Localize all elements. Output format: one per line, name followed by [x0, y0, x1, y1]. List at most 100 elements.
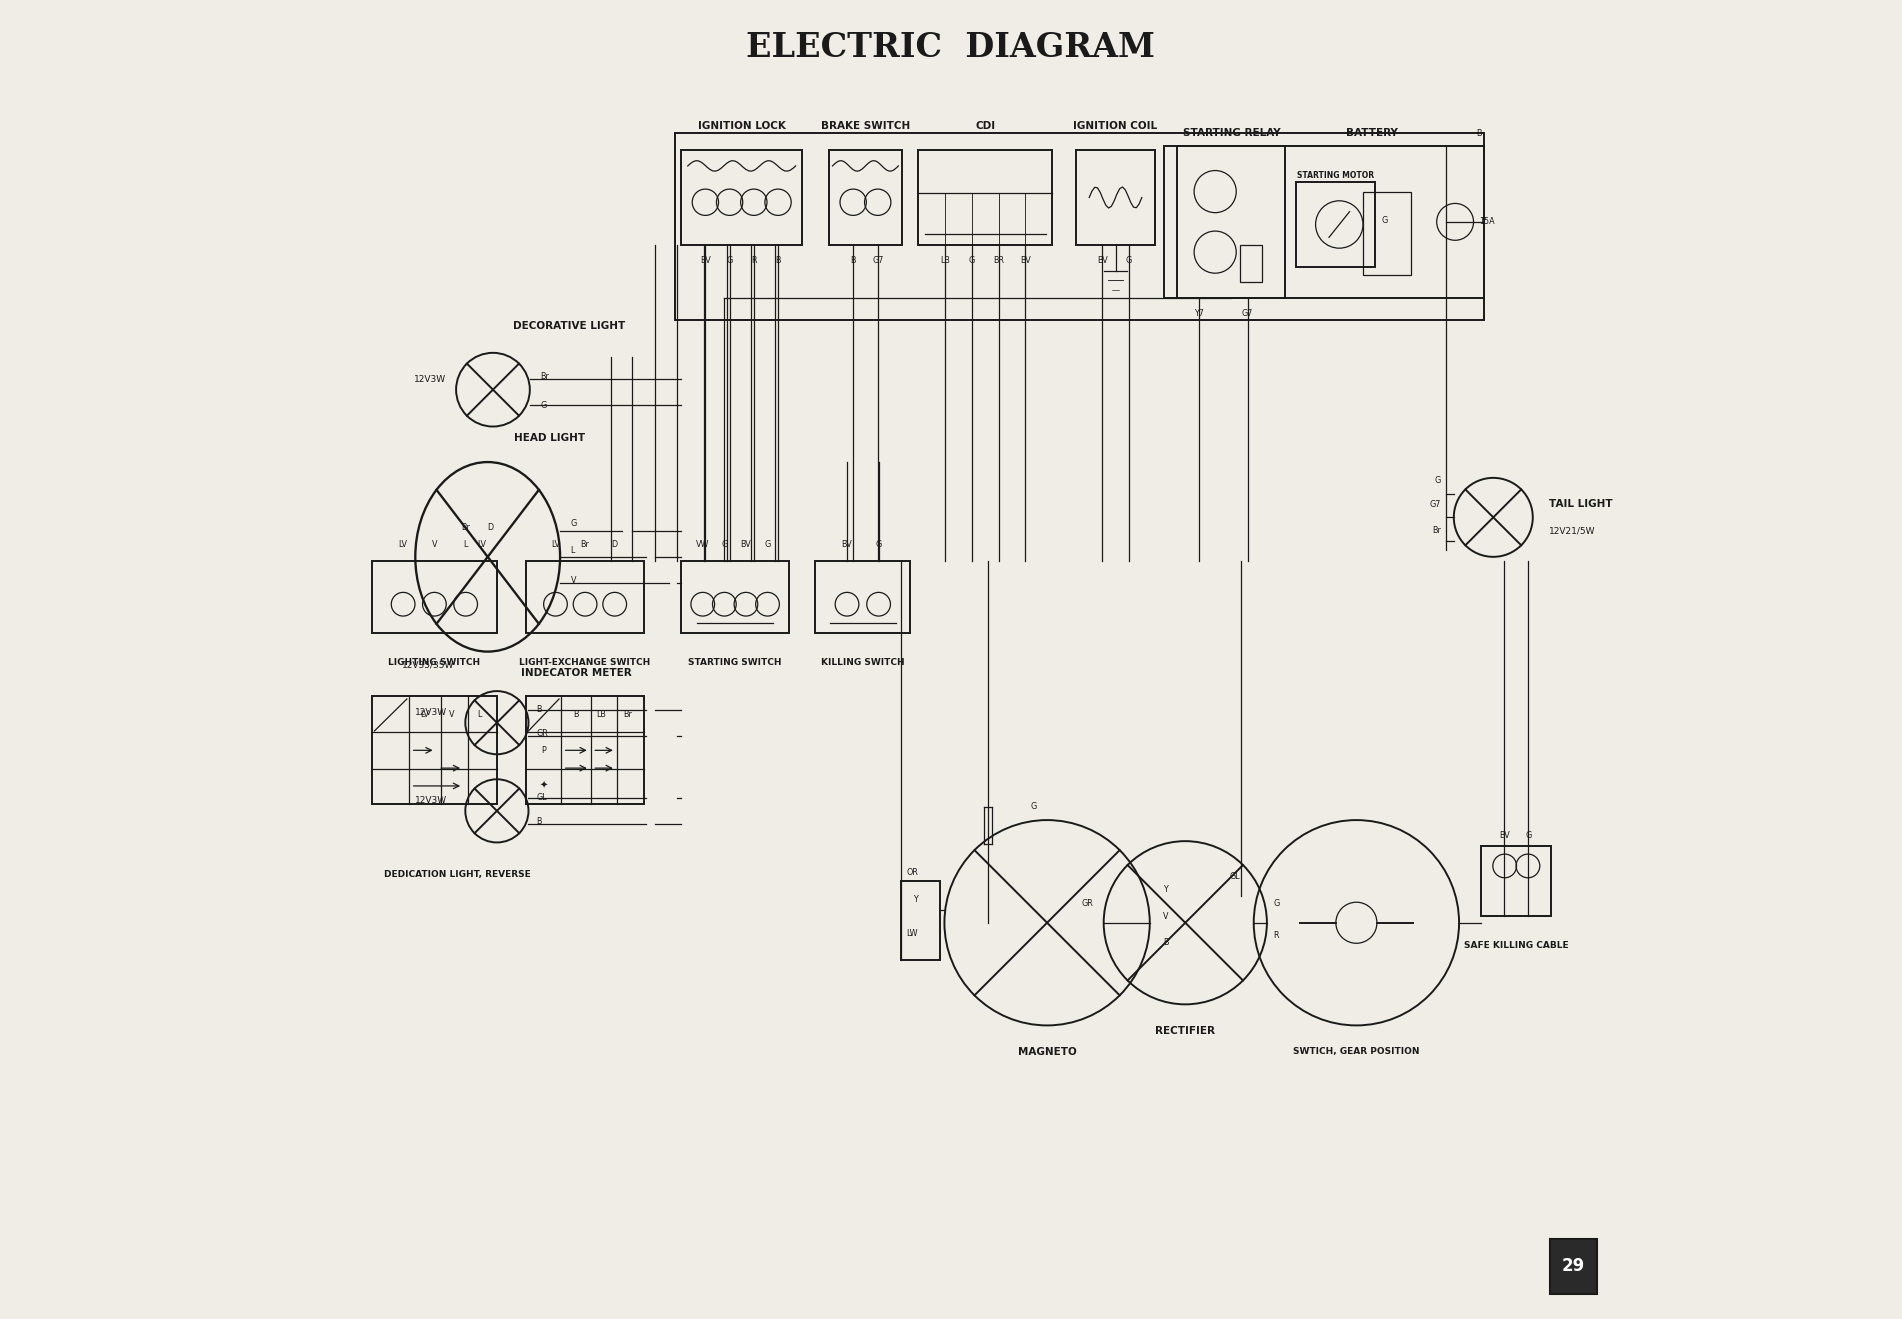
Text: SWTICH, GEAR POSITION: SWTICH, GEAR POSITION	[1293, 1047, 1419, 1057]
Text: L: L	[571, 546, 574, 555]
Bar	[675, 133, 1484, 321]
Text: 12V3W: 12V3W	[415, 708, 447, 716]
Bar	[525, 561, 645, 633]
Text: 12V3W: 12V3W	[415, 795, 447, 805]
Text: SAFE KILLING CABLE: SAFE KILLING CABLE	[1465, 940, 1569, 950]
Text: IGNITION COIL: IGNITION COIL	[1073, 121, 1158, 132]
Text: BRAKE SWITCH: BRAKE SWITCH	[822, 121, 909, 132]
Text: G7: G7	[1242, 309, 1253, 318]
Text: Br: Br	[540, 372, 550, 381]
Text: P: P	[542, 745, 546, 754]
Text: LB: LB	[940, 256, 949, 265]
Text: V: V	[449, 710, 455, 719]
Text: B: B	[1162, 938, 1168, 947]
Text: GL: GL	[536, 793, 548, 802]
Text: B: B	[776, 256, 782, 265]
Text: BV: BV	[740, 541, 751, 550]
Text: D: D	[487, 524, 495, 533]
Bar	[1164, 146, 1484, 298]
Text: ✦: ✦	[540, 781, 548, 791]
Text: G: G	[765, 541, 770, 550]
Bar	[525, 696, 645, 805]
Text: Y7: Y7	[1194, 309, 1204, 318]
Text: Br: Br	[624, 710, 631, 719]
Text: B: B	[536, 706, 542, 714]
Text: B: B	[536, 816, 542, 826]
Text: D: D	[612, 541, 618, 550]
Text: G: G	[721, 541, 727, 550]
Text: TAIL LIGHT: TAIL LIGHT	[1548, 499, 1613, 509]
Text: G: G	[540, 401, 546, 410]
Text: BV: BV	[1499, 831, 1510, 840]
Text: VW: VW	[696, 541, 709, 550]
Text: LV: LV	[399, 541, 407, 550]
Text: BV: BV	[1097, 256, 1107, 265]
Text: G: G	[1031, 802, 1037, 811]
Text: G: G	[1274, 898, 1280, 907]
Bar	[1550, 1239, 1598, 1294]
Text: B: B	[1476, 128, 1482, 137]
Text: R: R	[1274, 931, 1278, 940]
Text: G: G	[1434, 476, 1440, 485]
Text: GL: GL	[1231, 872, 1240, 881]
Bar	[681, 150, 803, 245]
Bar	[1077, 150, 1155, 245]
Text: INDECATOR METER: INDECATOR METER	[521, 667, 631, 678]
Text: STARTING MOTOR: STARTING MOTOR	[1297, 170, 1373, 179]
Text: Y: Y	[1162, 885, 1168, 894]
Text: Br: Br	[460, 524, 470, 533]
Text: V: V	[571, 576, 576, 586]
Text: 29: 29	[1562, 1257, 1584, 1275]
Text: B: B	[850, 256, 856, 265]
Text: L: L	[477, 710, 481, 719]
Text: BV: BV	[843, 541, 852, 550]
Text: LIGHT-EXCHANGE SWITCH: LIGHT-EXCHANGE SWITCH	[519, 658, 650, 666]
Text: CDI: CDI	[976, 121, 995, 132]
Text: GR: GR	[536, 728, 548, 737]
Bar	[373, 696, 496, 805]
Text: G: G	[968, 256, 976, 265]
Text: STARTING SWITCH: STARTING SWITCH	[689, 658, 782, 666]
Text: STARTING RELAY: STARTING RELAY	[1183, 128, 1280, 138]
Bar	[816, 561, 911, 633]
Text: G7: G7	[871, 256, 883, 265]
Text: R: R	[751, 256, 757, 265]
Bar	[1295, 182, 1375, 268]
Text: IGNITION LOCK: IGNITION LOCK	[698, 121, 786, 132]
Text: G: G	[1381, 216, 1388, 224]
Text: G: G	[727, 256, 732, 265]
Text: 12V3W: 12V3W	[415, 375, 447, 384]
Text: G: G	[875, 541, 883, 550]
Bar	[1240, 244, 1261, 282]
Text: Y: Y	[913, 894, 919, 904]
Bar	[919, 150, 1052, 245]
Text: 12V35/35W: 12V35/35W	[401, 661, 455, 669]
Text: HEAD LIGHT: HEAD LIGHT	[514, 434, 586, 443]
Text: KILLING SWITCH: KILLING SWITCH	[822, 658, 905, 666]
Bar	[902, 881, 940, 960]
Text: BATTERY: BATTERY	[1347, 128, 1398, 138]
Text: LV: LV	[552, 541, 559, 550]
Text: 15A: 15A	[1480, 218, 1495, 227]
Text: DEDICATION LIGHT, REVERSE: DEDICATION LIGHT, REVERSE	[384, 869, 531, 878]
Bar	[681, 561, 789, 633]
Text: L: L	[464, 541, 468, 550]
Text: G: G	[571, 520, 576, 529]
Text: BV: BV	[700, 256, 711, 265]
Bar	[829, 150, 902, 245]
Text: LB: LB	[597, 710, 607, 719]
Text: DECORATIVE LIGHT: DECORATIVE LIGHT	[514, 322, 626, 331]
Bar	[373, 561, 496, 633]
Bar	[1362, 191, 1411, 274]
Bar	[1177, 146, 1286, 298]
Text: LW: LW	[907, 929, 919, 938]
Bar	[1482, 847, 1552, 917]
Text: LV: LV	[420, 710, 428, 719]
Text: ELECTRIC  DIAGRAM: ELECTRIC DIAGRAM	[746, 30, 1156, 63]
Text: Br: Br	[580, 541, 590, 550]
Text: G: G	[1126, 256, 1132, 265]
Text: G7: G7	[1428, 500, 1440, 509]
Text: MAGNETO: MAGNETO	[1018, 1047, 1077, 1057]
Text: BR: BR	[993, 256, 1004, 265]
Text: LV: LV	[477, 541, 485, 550]
